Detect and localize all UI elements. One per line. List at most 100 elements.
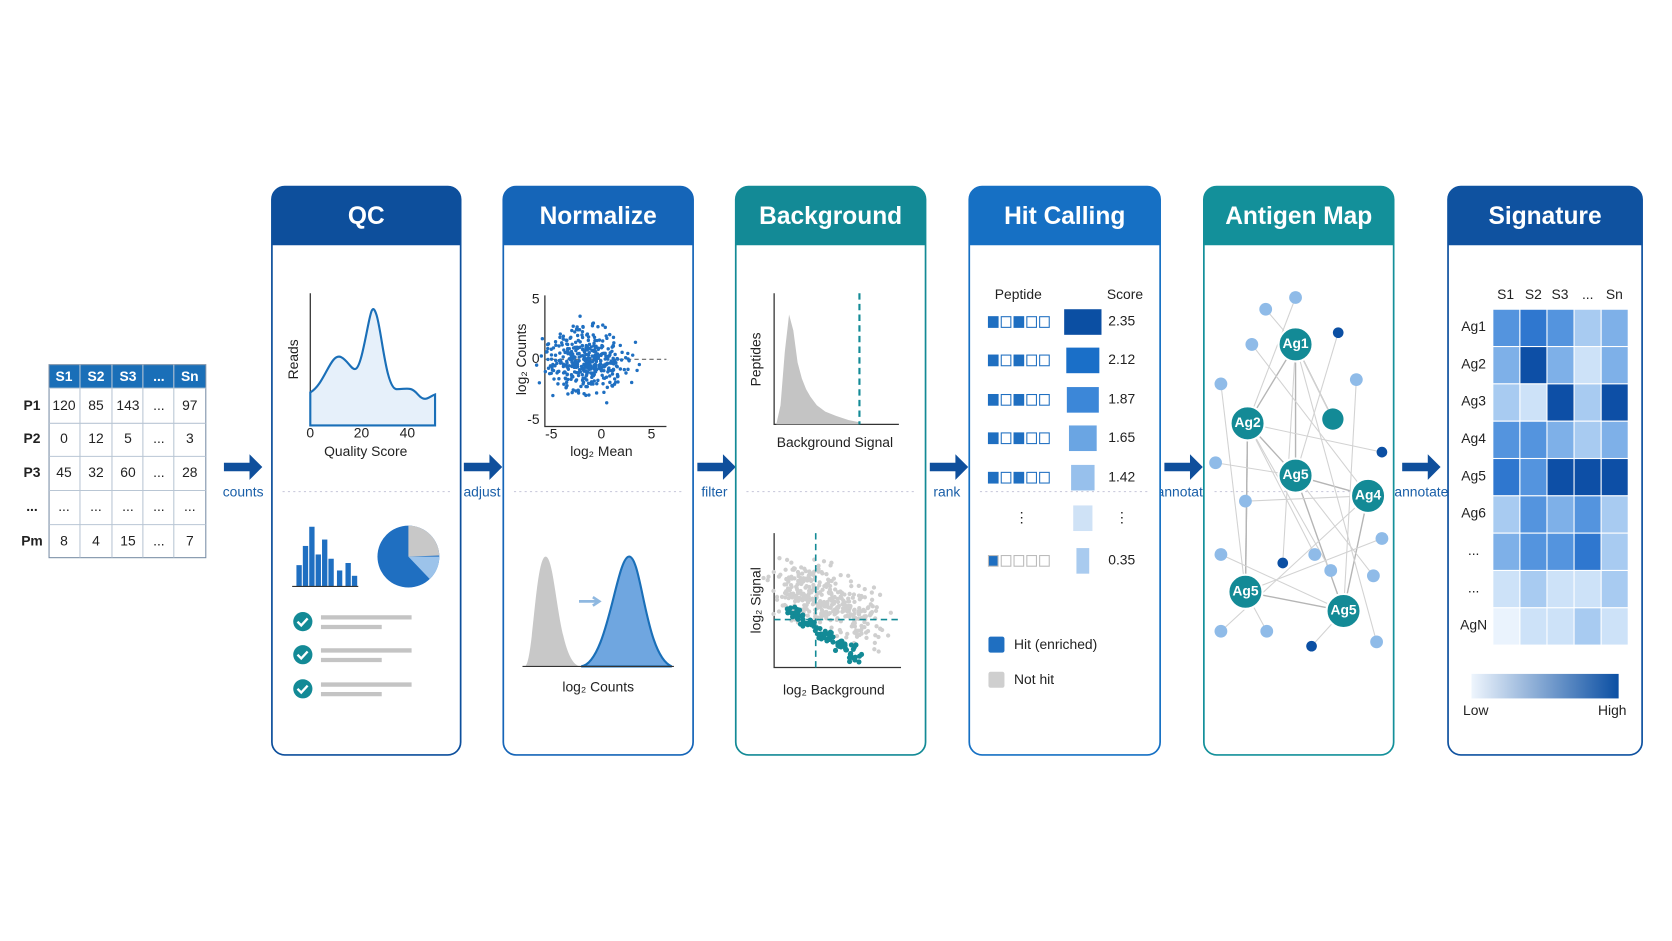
score-bar	[1071, 464, 1095, 491]
dot	[845, 613, 850, 618]
legend-swatch	[988, 636, 1005, 653]
small-node	[1214, 377, 1228, 391]
scale-label: Low	[1463, 702, 1489, 718]
dot	[799, 565, 804, 570]
dot	[886, 633, 891, 638]
heat-cell	[1546, 532, 1575, 572]
dot	[558, 358, 563, 362]
small-node	[1322, 408, 1344, 430]
dot	[573, 340, 578, 345]
legend-label: Hit (enriched)	[1014, 636, 1097, 652]
dot	[584, 393, 588, 398]
dot	[874, 605, 879, 610]
small-node	[1245, 338, 1259, 351]
bar	[309, 526, 315, 587]
dot	[873, 608, 879, 613]
dot	[873, 633, 878, 638]
dot	[835, 643, 841, 649]
score: 2.35	[1108, 313, 1135, 329]
dot	[571, 375, 575, 379]
heat-cell	[1519, 308, 1548, 348]
panel-header	[271, 186, 461, 246]
dot	[819, 602, 824, 607]
column-header: S2	[87, 368, 104, 384]
dot	[565, 342, 570, 347]
heat-cell	[1600, 420, 1629, 460]
table-header	[49, 364, 206, 389]
peptide-block	[987, 471, 999, 484]
dot	[850, 621, 856, 627]
arrow	[463, 454, 503, 480]
panel	[271, 185, 462, 756]
dot	[828, 583, 833, 589]
dot	[869, 590, 874, 595]
dot	[868, 602, 873, 607]
dot	[800, 620, 806, 626]
dot	[592, 349, 596, 353]
antigen-node	[1325, 592, 1362, 630]
row-label: Ag2	[1461, 355, 1486, 371]
dot	[613, 352, 617, 357]
dot	[618, 367, 623, 371]
peptide-block	[1013, 555, 1025, 567]
arrow-label: rank	[933, 483, 960, 499]
bar	[328, 558, 334, 587]
tick-label: 20	[354, 425, 370, 441]
dot	[580, 335, 585, 340]
node-label: Ag4	[1355, 486, 1381, 502]
dot	[563, 376, 568, 380]
edge	[1220, 553, 1344, 612]
dot	[564, 338, 568, 342]
score: 0.35	[1108, 552, 1135, 568]
pie-slice	[408, 525, 440, 557]
score: 1.87	[1108, 391, 1135, 407]
dot	[606, 370, 610, 374]
small-node	[1239, 494, 1252, 508]
heat-cell	[1519, 495, 1548, 534]
dot	[586, 338, 591, 343]
peptide-block	[1026, 393, 1037, 406]
dot	[808, 622, 814, 628]
dot	[578, 340, 582, 344]
dot	[800, 571, 805, 576]
dot	[810, 596, 815, 601]
dot	[566, 351, 570, 356]
peptide-block	[1000, 316, 1012, 328]
heat-cell	[1546, 457, 1575, 497]
dot	[844, 635, 849, 640]
cell: 32	[88, 464, 104, 480]
peptide-block	[1013, 316, 1025, 328]
row-label: P2	[24, 430, 41, 446]
small-node	[1289, 291, 1302, 304]
dot	[771, 569, 776, 575]
heat-cell	[1573, 569, 1602, 609]
dot	[821, 559, 827, 564]
dot	[569, 353, 573, 357]
dot	[863, 614, 868, 619]
row-label: Ag3	[1461, 393, 1486, 409]
dot	[817, 620, 823, 625]
histogram	[776, 314, 860, 425]
node-label: Ag5	[1330, 602, 1356, 618]
heat-cell	[1600, 383, 1629, 422]
dot	[558, 335, 562, 340]
dot	[543, 369, 548, 374]
dot	[807, 588, 812, 593]
peptide-block	[1026, 471, 1037, 484]
dot	[602, 376, 607, 380]
cell: ...	[153, 532, 165, 548]
axis-label: log₂ Counts	[513, 323, 529, 395]
dot	[545, 342, 550, 347]
score: 2.12	[1108, 351, 1135, 367]
axis-label: log₂ Counts	[562, 678, 634, 694]
axis-label: log₂ Signal	[748, 567, 764, 633]
cell: ...	[153, 430, 165, 446]
heat-cell	[1546, 346, 1575, 385]
cell: ...	[90, 498, 102, 514]
dot	[796, 578, 801, 583]
edge	[1247, 423, 1332, 571]
small-node	[1376, 446, 1388, 458]
dot	[622, 367, 627, 372]
tick-label: 0	[532, 350, 540, 366]
row-label: Ag1	[1461, 318, 1486, 334]
